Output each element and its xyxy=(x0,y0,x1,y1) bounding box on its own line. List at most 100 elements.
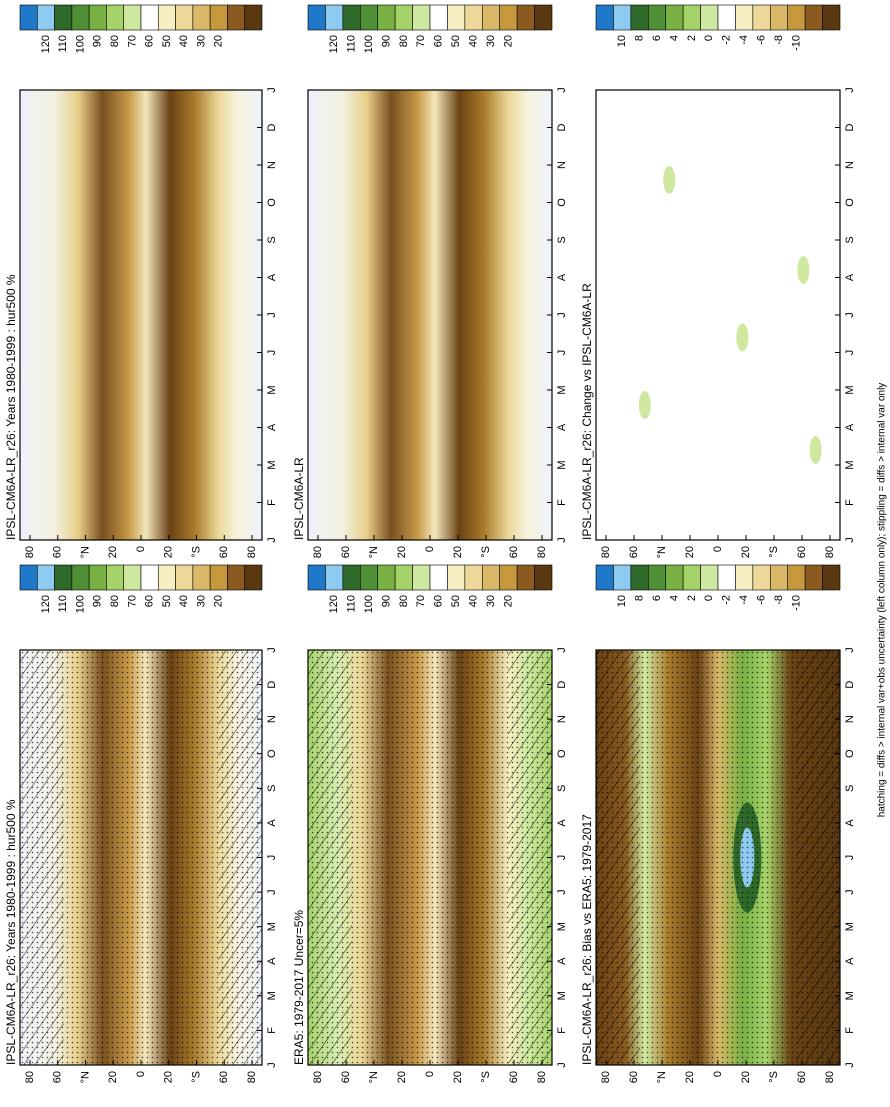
hatching xyxy=(596,650,640,1065)
month-label: J xyxy=(556,312,568,318)
colorbar-box xyxy=(499,564,518,591)
colorbar-label: 4 xyxy=(668,595,680,601)
colorbar-label: 50 xyxy=(450,35,462,47)
colorbar-box xyxy=(36,4,55,31)
month-label: J xyxy=(844,537,856,543)
month-label: M xyxy=(844,991,856,1000)
month-label: D xyxy=(556,123,568,131)
colorbar-label: -2 xyxy=(721,595,733,605)
month-label: M xyxy=(266,991,278,1000)
month-label: J xyxy=(844,1062,856,1068)
colorbar-box xyxy=(516,564,535,591)
colorbar-box xyxy=(157,564,176,591)
month-label: S xyxy=(844,236,856,243)
colorbar-label: -8 xyxy=(773,595,785,605)
lat-label: °N xyxy=(79,1071,91,1083)
month-label: O xyxy=(266,749,278,758)
field-blob xyxy=(638,391,651,419)
colorbar-label: 20 xyxy=(213,35,225,47)
lat-label: 60 xyxy=(508,546,520,558)
colorbar-box xyxy=(394,4,413,31)
colorbar-label: 2 xyxy=(686,35,698,41)
colorbar-box xyxy=(647,4,667,31)
month-label: J xyxy=(556,647,568,653)
colorbar-box xyxy=(192,564,211,591)
colorbar-box xyxy=(630,4,649,31)
colorbar-label: 90 xyxy=(92,35,104,47)
colorbar-label: 120 xyxy=(40,35,52,53)
lat-label: 80 xyxy=(246,1071,258,1083)
colorbar-box xyxy=(106,4,125,31)
colorbar-box xyxy=(377,4,396,31)
colorbar-box xyxy=(123,564,142,591)
month-label: M xyxy=(266,385,278,394)
month-label: A xyxy=(266,957,278,965)
colorbar-box xyxy=(19,4,38,31)
panel-title: IPSL-CM6A-LR xyxy=(292,457,306,540)
month-label: F xyxy=(556,499,568,506)
month-label: J xyxy=(266,889,278,895)
month-label: J xyxy=(266,647,278,653)
lat-label: 20 xyxy=(452,546,464,558)
colorbar-box xyxy=(464,564,483,591)
colorbar-box xyxy=(752,4,771,31)
month-label: N xyxy=(556,715,568,723)
lat-label: °N xyxy=(368,1071,380,1083)
colorbar-box xyxy=(752,564,771,591)
lat-label: 20 xyxy=(684,1071,696,1083)
colorbar-label: 6 xyxy=(651,595,663,601)
month-label: J xyxy=(556,889,568,895)
month-label: N xyxy=(266,715,278,723)
colorbar-box xyxy=(595,564,614,591)
colorbar-box xyxy=(595,4,614,31)
month-label: J xyxy=(844,889,856,895)
colorbar-label: 40 xyxy=(178,35,190,47)
colorbar-box xyxy=(54,564,73,591)
month-label: J xyxy=(844,312,856,318)
colorbar-label: 30 xyxy=(195,35,207,47)
colorbar-label: 120 xyxy=(40,595,52,613)
colorbar-box xyxy=(227,564,246,591)
colorbar-label: 110 xyxy=(57,595,69,613)
field xyxy=(308,90,552,540)
lat-label: °S xyxy=(768,1071,780,1083)
month-label: A xyxy=(556,273,568,281)
month-label: N xyxy=(844,161,856,169)
month-label: S xyxy=(556,236,568,243)
month-label: J xyxy=(844,350,856,356)
colorbar-box xyxy=(787,564,806,591)
colorbar-label: 110 xyxy=(345,595,357,613)
colorbar-label: 20 xyxy=(213,595,225,607)
lat-label: 20 xyxy=(163,1071,175,1083)
colorbar-box xyxy=(325,4,344,31)
month-label: M xyxy=(266,922,278,931)
month-label: M xyxy=(556,385,568,394)
lat-label: °N xyxy=(656,1071,668,1083)
lat-label: 80 xyxy=(246,546,258,558)
month-label: J xyxy=(556,87,568,93)
lat-label: °S xyxy=(190,1071,202,1083)
panel-title: IPSL-CM6A-LR_r26: Years 1980-1999 : hur5… xyxy=(4,274,18,540)
lat-label: 20 xyxy=(163,546,175,558)
month-label: A xyxy=(266,423,278,431)
colorbar-box xyxy=(534,4,553,31)
month-label: J xyxy=(556,1062,568,1068)
colorbar-box xyxy=(499,4,518,31)
month-label: J xyxy=(266,537,278,543)
colorbar-box xyxy=(516,4,535,31)
lat-label: 80 xyxy=(536,1071,548,1083)
month-label: A xyxy=(266,273,278,281)
colorbar-box xyxy=(682,4,701,31)
month-label: S xyxy=(266,236,278,243)
lat-label: °S xyxy=(480,546,492,558)
lat-label: 80 xyxy=(824,546,836,558)
lat-label: 20 xyxy=(452,1071,464,1083)
month-label: J xyxy=(556,855,568,861)
lat-label: °S xyxy=(480,1071,492,1083)
lat-label: 0 xyxy=(424,546,436,552)
month-label: J xyxy=(556,537,568,543)
lat-label: 0 xyxy=(712,546,724,552)
colorbar-box xyxy=(342,4,361,31)
colorbar-label: 80 xyxy=(398,595,410,607)
